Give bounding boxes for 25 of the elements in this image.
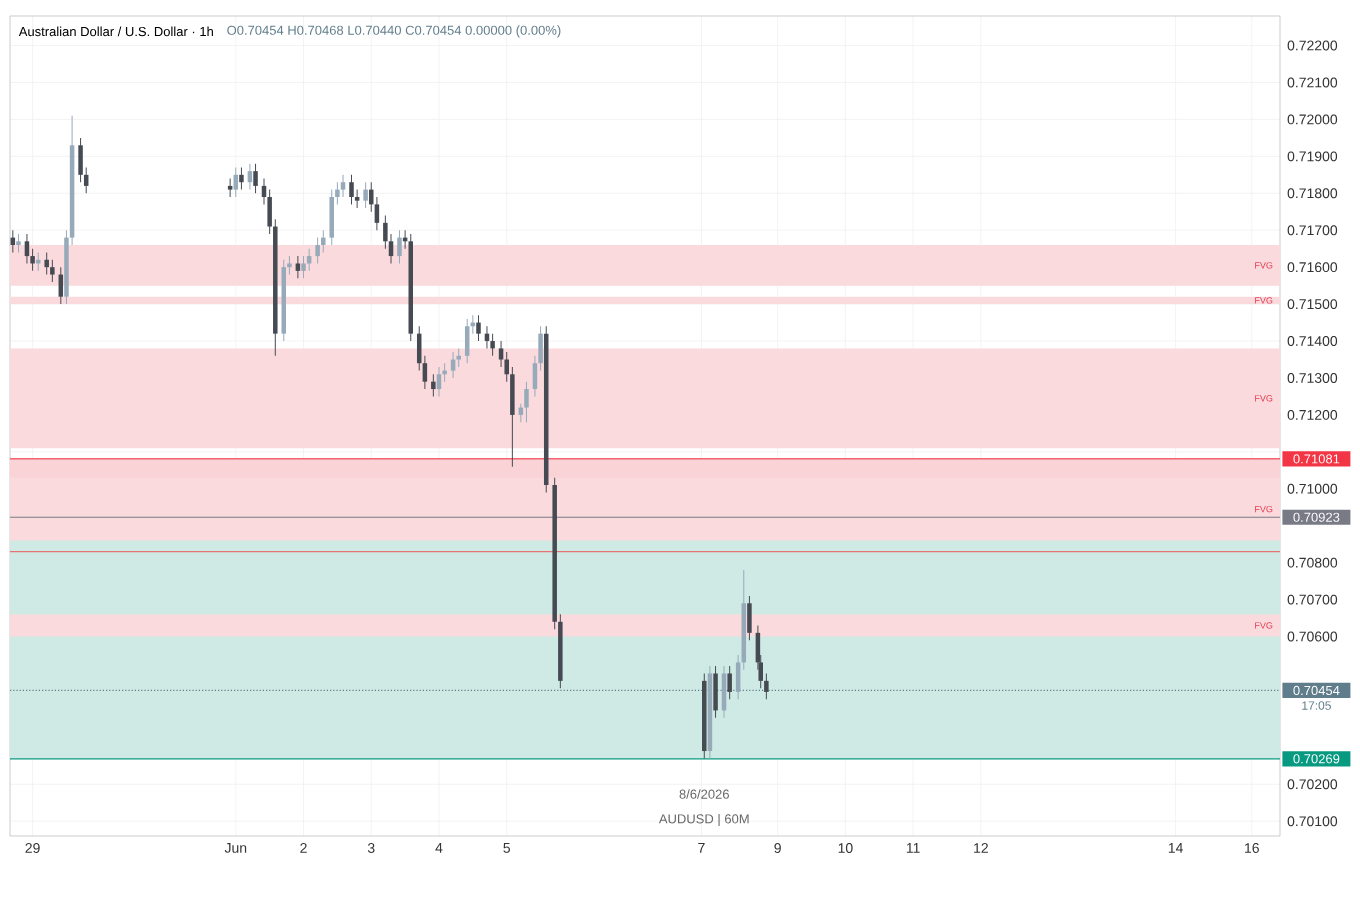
candlestick	[301, 255, 306, 279]
candlestick	[24, 233, 30, 264]
candlestick	[340, 174, 346, 198]
candlestick	[44, 251, 49, 276]
candlestick	[295, 255, 301, 279]
candlestick	[50, 259, 55, 283]
candlestick	[436, 366, 442, 397]
candlestick	[524, 381, 529, 423]
candlestick	[747, 595, 752, 641]
candlestick	[239, 166, 244, 191]
candlestick	[329, 189, 334, 246]
candlestick	[363, 181, 368, 209]
candlestick	[490, 333, 495, 357]
candlestick	[16, 233, 21, 253]
candlestick	[233, 166, 239, 198]
candlestick	[315, 237, 320, 264]
candlestick	[253, 163, 258, 194]
candlestick	[713, 665, 718, 719]
candlestick	[431, 373, 436, 397]
candlestick	[464, 318, 470, 364]
candlestick	[227, 178, 233, 198]
candlestick	[397, 229, 402, 264]
candlestick	[349, 174, 354, 205]
candlestick	[727, 665, 732, 700]
candlestick	[476, 314, 481, 342]
